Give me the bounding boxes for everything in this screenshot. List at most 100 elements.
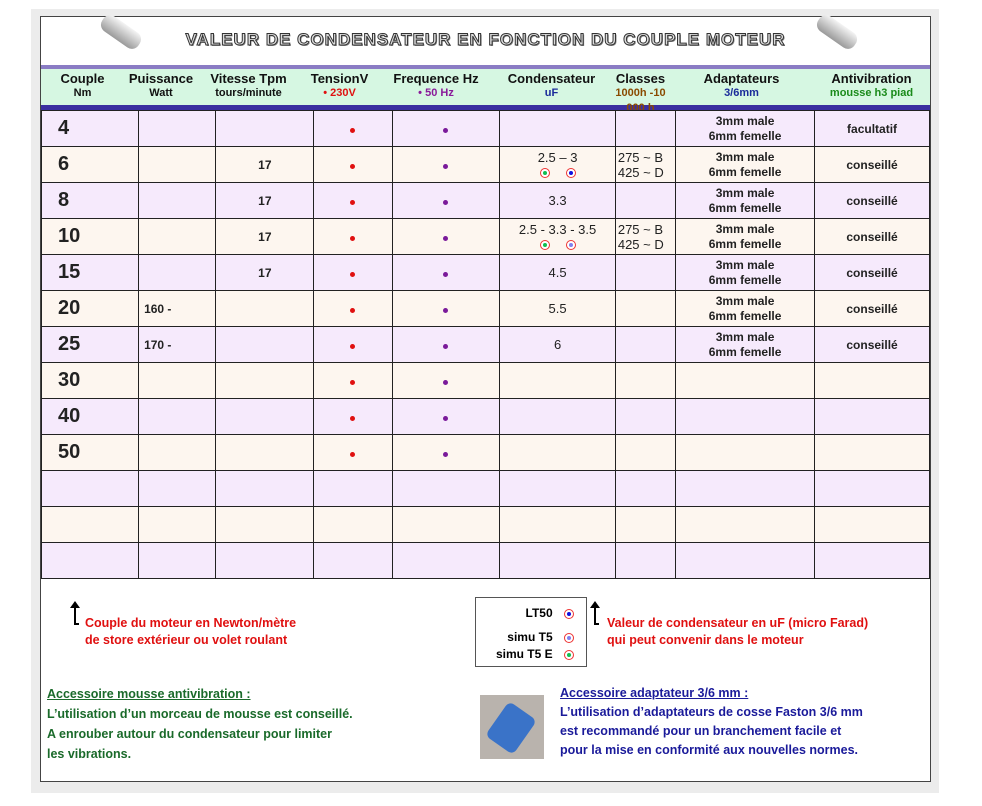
cell-frequence — [391, 362, 501, 399]
cell-adaptateurs — [675, 434, 816, 471]
cell-vitesse — [215, 362, 315, 399]
page-title: VALEUR DE CONDENSATEUR EN FONCTION DU CO… — [185, 30, 786, 50]
cell-antivibration: conseillé — [814, 326, 930, 363]
legend: LT50 simu T5 simu T5 E — [475, 597, 587, 667]
cell-couple: 8 — [40, 182, 140, 219]
tension-dot-icon — [350, 451, 356, 457]
cell-antivibration: conseillé — [814, 254, 930, 291]
cond-value: 5.5 — [548, 301, 567, 316]
cell-antivibration — [814, 542, 930, 579]
tension-dot-icon — [350, 127, 356, 133]
cell-condensateur: 5.5 — [499, 290, 616, 327]
foam-line: A enrouber autour du condensateur pour l… — [47, 727, 332, 741]
arrow-up-icon — [70, 601, 80, 625]
tension-dot-icon — [350, 163, 356, 169]
cell-classes — [614, 542, 677, 579]
header-label: Condensateur — [507, 71, 596, 86]
cell-antivibration — [814, 434, 930, 471]
legend-lt50: LT50 — [526, 606, 582, 620]
cell-frequence — [391, 146, 501, 183]
cell-vitesse — [215, 434, 315, 471]
class-line: 275 ~ B — [617, 221, 664, 237]
adapt-line: 3mm male — [715, 293, 775, 308]
cell-couple: 10 — [40, 218, 140, 255]
adapt-line: 6mm femelle — [708, 344, 782, 359]
cell-tension — [313, 254, 393, 291]
couple-note-line: de store extérieur ou volet roulant — [85, 633, 288, 647]
freq-dot-icon — [443, 127, 449, 133]
cell-condensateur — [499, 506, 616, 543]
cell-antivibration — [814, 398, 930, 435]
cell-classes — [614, 506, 677, 543]
cell-frequence — [391, 290, 501, 327]
header-unit: uF — [544, 87, 559, 99]
adapter-accessory: Accessoire adaptateur 3/6 mm : L’utilisa… — [560, 684, 863, 760]
table-row — [40, 542, 930, 579]
cell-couple: 25 — [40, 326, 140, 363]
cell-antivibration — [814, 362, 930, 399]
cell-antivibration — [814, 506, 930, 543]
table-row: 25 170 -6 3mm male 6mm femelle conseillé — [40, 326, 930, 363]
cell-adaptateurs — [675, 470, 816, 507]
adapter-line: pour la mise en conformité aux nouvelles… — [560, 743, 858, 757]
cell-vitesse — [215, 326, 315, 363]
tension-dot-icon — [350, 199, 356, 205]
freq-dot-icon — [443, 415, 449, 421]
cell-condensateur: 4.5 — [499, 254, 616, 291]
cell-frequence — [391, 506, 501, 543]
cell-vitesse — [215, 290, 315, 327]
capacitor-table: 4 3mm male 6mm femelle facultatif 6 17 2.5 – 3… — [40, 110, 930, 579]
legend-simu-t5: simu T5 — [507, 630, 582, 644]
legend-simu-t5e: simu T5 E — [496, 647, 582, 661]
cell-frequence — [391, 254, 501, 291]
cond-note-line: qui peut convenir dans le moteur — [607, 633, 804, 647]
table-row: 20 160 -5.5 3mm male 6mm femelle conseillé — [40, 290, 930, 327]
freq-dot-icon — [443, 451, 449, 457]
cell-classes — [614, 110, 677, 147]
cell-classes — [614, 470, 677, 507]
foam-accessory: Accessoire mousse antivibration : L’util… — [47, 684, 353, 764]
cell-adaptateurs — [675, 542, 816, 579]
cell-vitesse: 17 — [215, 254, 315, 291]
cell-classes: 275 ~ B 425 ~ D — [614, 146, 677, 183]
header-unit: mousse h3 piad — [829, 87, 914, 99]
adapt-line: 6mm femelle — [708, 308, 782, 323]
cond-value: 6 — [553, 337, 562, 352]
cond-value: 3.3 — [548, 193, 567, 208]
cell-tension — [313, 398, 393, 435]
cell-classes — [614, 362, 677, 399]
adapter-line: est recommandé pour un branchement facil… — [560, 724, 842, 738]
header-condensateur: Condensateur uF — [488, 71, 615, 101]
cell-tension — [313, 362, 393, 399]
cell-tension — [313, 290, 393, 327]
cell-classes: 275 ~ B 425 ~ D — [614, 218, 677, 255]
header-label: TensionV — [310, 71, 369, 86]
cell-condensateur: 3.3 — [499, 182, 616, 219]
cell-condensateur — [499, 110, 616, 147]
adapt-line: 6mm femelle — [708, 164, 782, 179]
cell-classes — [614, 326, 677, 363]
cond-value: 2.5 – 3 — [537, 149, 578, 165]
cell-puissance — [138, 218, 217, 255]
cell-antivibration — [814, 470, 930, 507]
tension-dot-icon — [350, 235, 356, 241]
couple-note-line: Couple du moteur en Newton/mètre — [85, 616, 297, 630]
cell-couple — [40, 542, 140, 579]
cell-adaptateurs: 3mm male 6mm femelle — [675, 290, 816, 327]
cell-adaptateurs — [675, 506, 816, 543]
cell-condensateur — [499, 542, 616, 579]
adapt-line: 3mm male — [715, 149, 775, 164]
cell-condensateur — [499, 470, 616, 507]
class-line: 275 ~ B — [617, 149, 664, 165]
simu_t5-marker-icon — [565, 240, 576, 251]
adapt-line: 3mm male — [715, 221, 775, 236]
cell-couple: 6 — [40, 146, 140, 183]
cell-adaptateurs — [675, 362, 816, 399]
header-label: Puissance — [128, 71, 194, 86]
cell-adaptateurs: 3mm male 6mm femelle — [675, 146, 816, 183]
tension-dot-icon — [350, 307, 356, 313]
cell-tension — [313, 434, 393, 471]
cell-vitesse — [215, 110, 315, 147]
cell-frequence — [391, 542, 501, 579]
cell-puissance: 170 - — [138, 326, 217, 363]
